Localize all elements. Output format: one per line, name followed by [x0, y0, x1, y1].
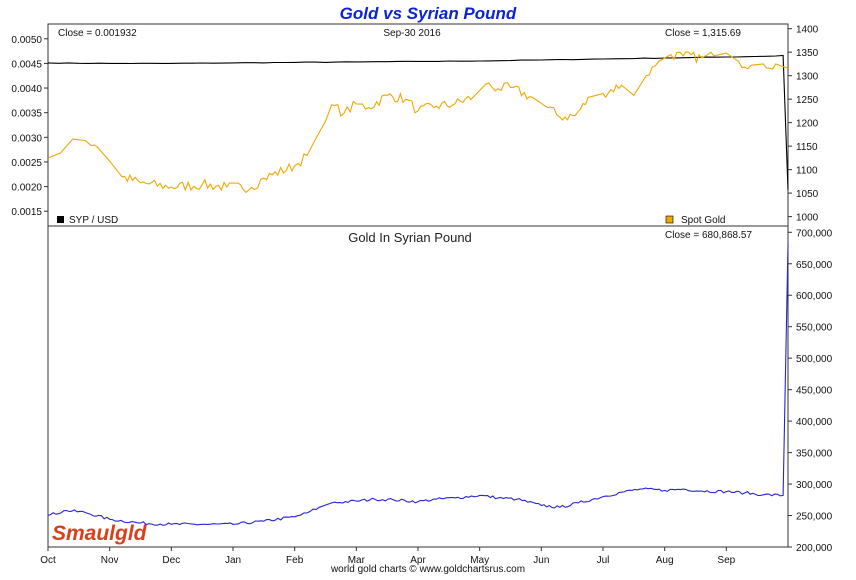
top-right-axis-tick-label: 1050 — [796, 189, 819, 200]
legend-gold-swatch — [665, 215, 674, 224]
top-right-axis-tick-label: 1200 — [796, 119, 819, 130]
bottom-right-axis-tick-label: 300,000 — [796, 480, 833, 491]
bottom-right-axis-tick-label: 650,000 — [796, 260, 833, 271]
top-right-axis-tick-label: 1250 — [796, 95, 819, 106]
top-close-right: Close = 1,315.69 — [665, 28, 741, 39]
x-axis-tick-label: Jun — [533, 555, 549, 566]
x-axis-tick-label: Mar — [348, 555, 366, 566]
left-axis-tick-label: 0.0050 — [11, 35, 42, 46]
footer-credit: world gold charts © www.goldchartsrus.co… — [330, 564, 526, 575]
left-axis-tick-label: 0.0030 — [11, 133, 42, 144]
top-right-axis-tick-label: 1350 — [796, 48, 819, 59]
top-right-axis-tick-label: 1000 — [796, 213, 819, 224]
bottom-panel-title: Gold In Syrian Pound — [348, 230, 472, 245]
top-close-left: Close = 0.001932 — [58, 28, 137, 39]
x-axis-tick-label: Feb — [286, 555, 304, 566]
bottom-right-axis-tick-label: 500,000 — [796, 354, 833, 365]
x-axis-tick-label: Nov — [101, 555, 119, 566]
x-axis-tick-label: Dec — [162, 555, 180, 566]
logo-text: Smaulgld — [52, 522, 148, 545]
spot-gold-series-line — [47, 51, 789, 194]
bottom-right-axis-tick-label: 400,000 — [796, 417, 833, 428]
top-right-axis-tick-label: 1150 — [796, 142, 818, 153]
x-axis-tick-label: Aug — [656, 555, 674, 566]
left-axis-tick-label: 0.0015 — [11, 207, 42, 218]
bottom-right-axis-tick-label: 700,000 — [796, 228, 833, 239]
bottom-close-right: Close = 680,868.57 — [665, 230, 752, 241]
top-panel-frame — [47, 23, 789, 227]
legend-syp-swatch — [57, 216, 64, 223]
x-axis-tick-label: Sep — [717, 555, 735, 566]
bottom-right-axis-tick-label: 550,000 — [796, 323, 833, 334]
chart-title: Gold vs Syrian Pound — [339, 4, 517, 23]
bottom-right-axis-tick-label: 350,000 — [796, 449, 833, 460]
smaulgld-logo: Smaulgld — [52, 522, 148, 545]
bottom-right-axis-tick-label: 600,000 — [796, 291, 833, 302]
legend-syp-label: SYP / USD — [69, 215, 118, 226]
bottom-right-axis-tick-label: 250,000 — [796, 512, 833, 523]
bottom-right-axis-tick-label: 450,000 — [796, 386, 833, 397]
left-axis-tick-label: 0.0025 — [11, 158, 42, 169]
left-axis-tick-label: 0.0020 — [11, 183, 42, 194]
x-axis-tick-label: Jul — [597, 555, 610, 566]
top-date-label: Sep-30 2016 — [383, 28, 441, 39]
top-right-axis-tick-label: 1300 — [796, 72, 819, 83]
left-axis-tick-label: 0.0040 — [11, 84, 42, 95]
syp-usd-series-line — [47, 54, 789, 190]
left-axis-tick-label: 0.0035 — [11, 109, 42, 120]
x-axis-tick-label: Jan — [225, 555, 241, 566]
bottom-right-axis-tick-label: 200,000 — [796, 543, 833, 554]
x-axis-tick-label: Apr — [410, 555, 426, 566]
bottom-panel-frame — [47, 225, 789, 548]
x-axis-tick-label: May — [470, 555, 489, 566]
top-right-axis-tick-label: 1100 — [796, 166, 818, 177]
x-axis-tick-label: Oct — [40, 555, 56, 566]
gold-in-syp-series-line — [47, 244, 789, 526]
top-right-axis-tick-label: 1400 — [796, 25, 819, 36]
legend-gold-label: Spot Gold — [681, 215, 725, 226]
left-axis-tick-label: 0.0045 — [11, 59, 42, 70]
